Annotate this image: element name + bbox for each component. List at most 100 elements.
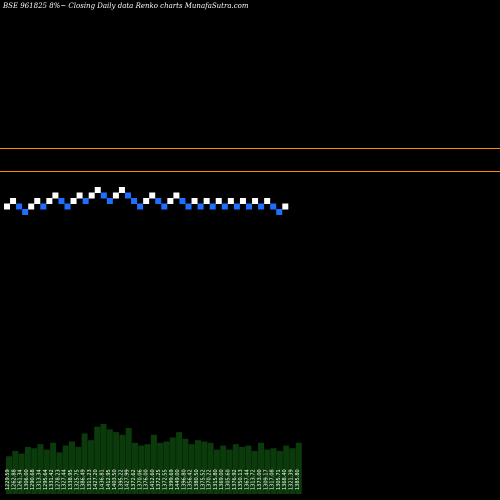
renko-brick [191,198,198,204]
renko-brick [137,203,144,210]
volume-bar [289,448,296,494]
volume-label: 1385.80 [295,469,301,490]
volume-label: 1399.69 [169,469,175,490]
volume-bar [270,448,277,494]
volume-label: 1412.95 [106,469,112,490]
renko-brick [94,187,101,193]
volume-label: 1372.62 [131,469,137,490]
renko-brick [258,203,265,210]
renko-brick [40,203,47,210]
volume-label: 1325.75 [74,469,80,490]
renko-brick [161,203,168,210]
renko-brick [167,198,174,204]
renko-brick [227,198,234,204]
volume-bar [138,445,145,494]
volume-label: 1373.00 [257,469,263,490]
renko-brick [155,198,162,204]
volume-label: 1449.00 [175,469,181,490]
volume-bar [56,452,63,494]
volume-bar [31,448,38,494]
renko-brick [22,209,29,215]
volume-bar [18,453,25,494]
volume-label: 1386.49 [81,469,87,490]
volume-bar [213,449,220,494]
volume-bar [251,450,258,494]
renko-brick [16,203,23,210]
volume-label: 1403.50 [112,469,118,490]
volume-label: 1309.17 [263,469,269,490]
volume-label: 1395.22 [118,469,124,490]
renko-brick [233,203,240,210]
volume-bar [132,442,138,494]
volume-label: 1350.13 [238,469,244,490]
volume-bar [144,444,151,494]
volume-label: 1261.34 [18,469,24,490]
volume-bar [264,449,271,494]
volume-bar [43,449,50,494]
volume-bar [100,424,107,494]
renko-brick [203,198,210,204]
volume-bar [24,446,31,494]
volume-label: 1229.59 [5,469,11,490]
volume-label: 1367.44 [244,469,250,490]
renko-brick [221,203,228,210]
volume-label: 1427.99 [125,469,131,490]
volume-bar [232,444,239,494]
volume-bars [6,424,302,494]
volume-bar [50,442,57,494]
volume-bar [195,440,201,494]
renko-brick [282,203,289,210]
renko-brick [58,198,65,204]
renko-brick [246,203,252,210]
renko-brick [252,198,259,204]
renko-brick [82,198,89,204]
renko-brick [125,192,131,199]
volume-label: 1313.34 [37,469,43,490]
volume-label: 1380.50 [194,469,200,490]
volume-label: 1372.55 [163,469,169,490]
renko-brick [276,209,283,215]
renko-brick [264,198,271,204]
volume-label: 1295.64 [43,469,49,490]
volume-bar [125,428,132,494]
renko-bricks [4,187,289,215]
renko-brick [179,198,186,204]
volume-bar [245,445,252,494]
volume-label: 1376.00 [144,469,150,490]
volume-bar [258,442,264,494]
volume-label: 1372.25 [156,469,162,490]
renko-brick [34,198,41,204]
renko-brick [10,198,17,204]
volume-label: 1331.42 [49,469,55,490]
volume-label: 1278.23 [55,469,61,490]
volume-label: 1306.00 [24,469,30,490]
volume-bar [226,449,233,494]
volume-bar [163,441,170,494]
volume-bar [87,440,94,494]
volume-label: 1396.80 [181,469,187,490]
renko-brick [28,203,35,210]
volume-label: 1305.71 [276,469,282,490]
renko-brick [100,192,107,199]
volume-bar [207,442,214,494]
volume-bar [239,446,246,494]
volume-label: 1321.39 [289,469,295,490]
volume-bar [69,441,75,494]
volume-label: 1368.40 [282,469,288,490]
volume-label: 1376.92 [232,469,238,490]
renko-brick [239,198,246,204]
volume-bar [157,442,164,494]
volume-label: 1370.22 [207,469,213,490]
volume-bar [75,446,82,494]
renko-brick [64,203,71,210]
renko-brick [143,198,150,204]
renko-brick [270,203,277,210]
volume-bar [37,444,44,494]
renko-brick [185,203,192,210]
volume-label: 1290.68 [30,469,36,490]
renko-brick [46,198,53,204]
volume-label: 1370.06 [137,469,143,490]
volume-bar [276,450,283,494]
renko-brick [52,192,59,199]
volume-bar [113,432,120,494]
